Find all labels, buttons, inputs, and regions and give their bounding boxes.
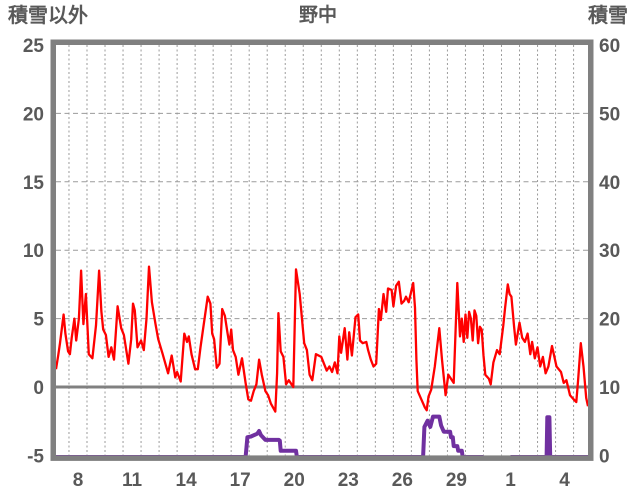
y-left-tick-label: 20 <box>23 104 44 125</box>
x-tick-label: 29 <box>446 470 467 491</box>
y-right-tick-label: 0 <box>599 446 610 467</box>
x-tick-label: 14 <box>176 470 198 491</box>
x-tick-label: 8 <box>73 470 84 491</box>
y-left-tick-label: 10 <box>23 241 44 262</box>
plot-border <box>50 39 594 461</box>
x-tick-label: 20 <box>284 470 305 491</box>
x-tick-label: 11 <box>122 470 143 491</box>
y-right-tick-label: 50 <box>599 104 620 125</box>
x-tick-label: 26 <box>392 470 413 491</box>
x-tick-label: 4 <box>559 470 570 491</box>
x-tick-label: 17 <box>230 470 251 491</box>
y-left-tick-label: 25 <box>23 36 45 57</box>
left-axis-title: 積雪以外 <box>8 5 88 27</box>
temperature-line <box>54 265 590 413</box>
y-left-tick-label: 15 <box>23 173 45 194</box>
y-left-tick-label: 5 <box>33 310 44 331</box>
y-right-tick-label: 10 <box>599 378 620 399</box>
y-right-tick-label: 60 <box>599 36 620 57</box>
right-axis-title: 積雪 <box>588 5 628 27</box>
y-right-tick-label: 30 <box>599 241 620 262</box>
y-left-tick-label: -5 <box>27 446 44 467</box>
y-right-tick-label: 40 <box>599 173 620 194</box>
x-tick-label: 23 <box>338 470 359 491</box>
x-tick-label: 1 <box>505 470 516 491</box>
snow-depth-line <box>510 415 588 459</box>
snow-depth-line <box>56 414 484 459</box>
y-right-tick-label: 20 <box>599 310 620 331</box>
y-left-tick-label: 0 <box>33 378 44 399</box>
